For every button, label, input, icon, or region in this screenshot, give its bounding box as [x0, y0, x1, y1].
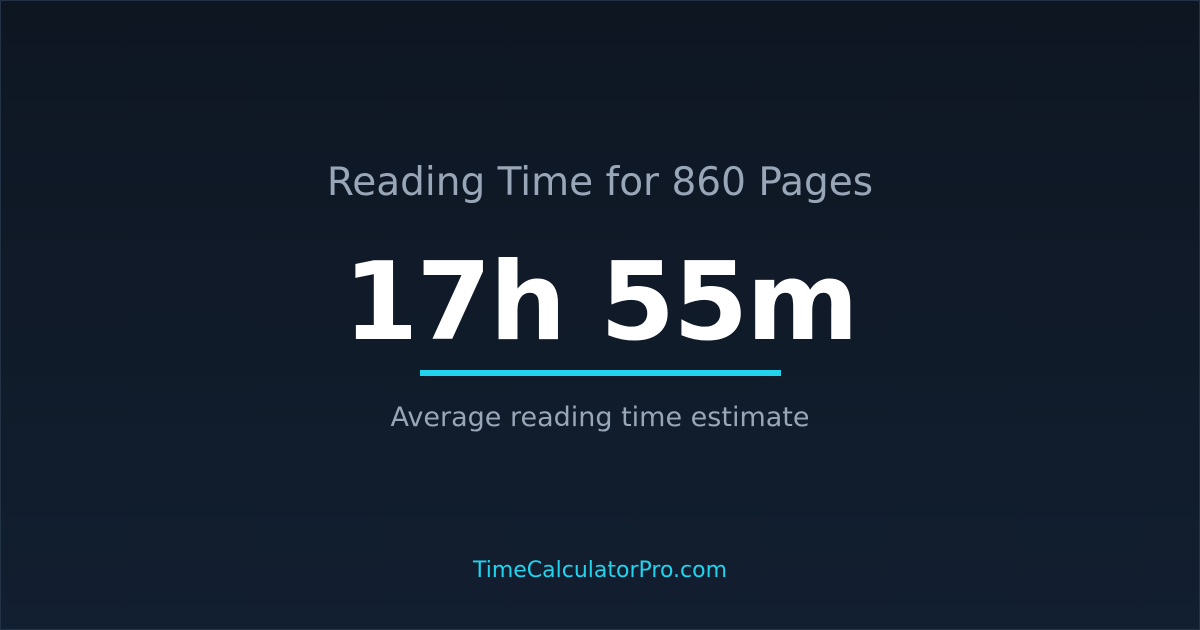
subtitle: Average reading time estimate	[390, 402, 810, 433]
reading-time-value: 17h 55m	[343, 240, 859, 365]
accent-underline	[420, 370, 781, 376]
site-link[interactable]: TimeCalculatorPro.com	[472, 558, 728, 583]
page-title: Reading Time for 860 Pages	[326, 160, 874, 205]
